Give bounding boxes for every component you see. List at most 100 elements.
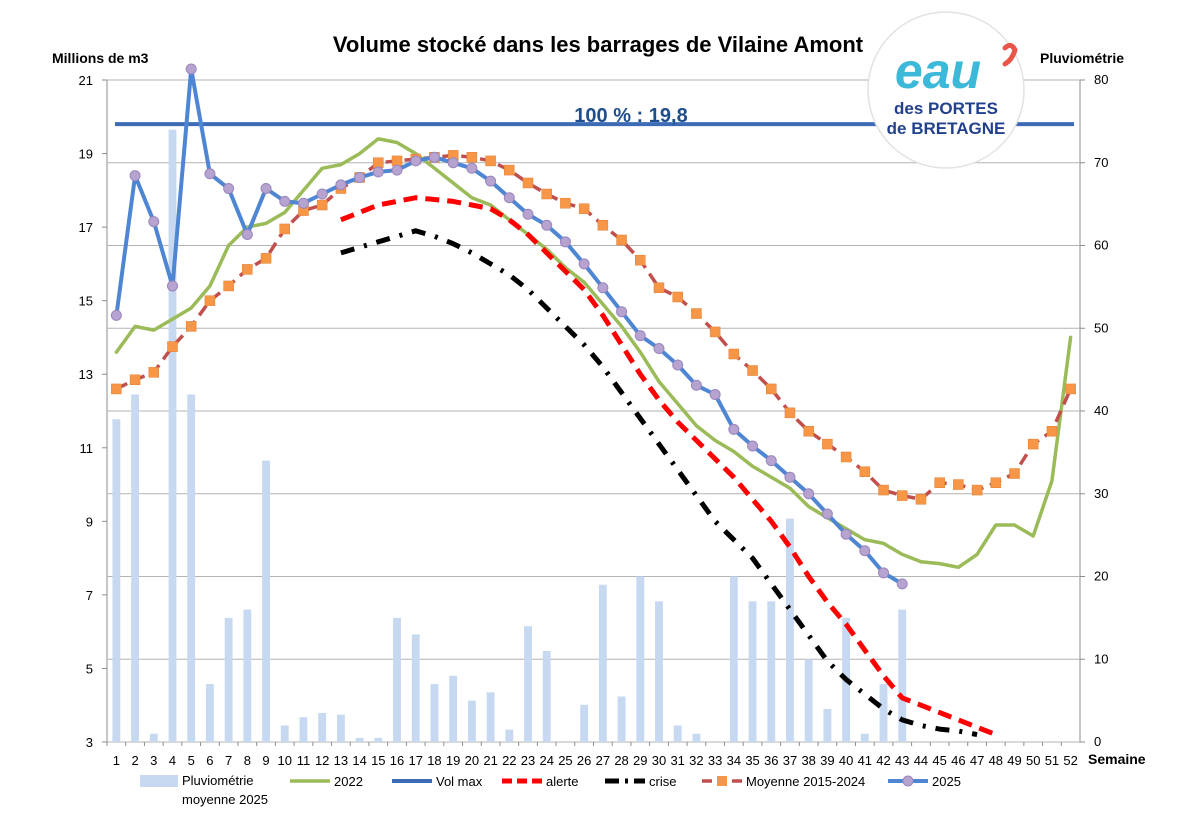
- moyenne-point: [990, 477, 1002, 488]
- legend: Pluviométrie moyenne 2025 2022 Vol max alert…: [140, 773, 961, 807]
- legend-label: 2025: [932, 774, 961, 789]
- rain-bar: [224, 617, 233, 742]
- rain-bar: [505, 729, 514, 742]
- moyenne-point: [859, 466, 871, 477]
- x-tick-label: 36: [764, 753, 778, 768]
- x-tick-label: 4: [169, 753, 176, 768]
- moyenne-point: [653, 282, 665, 294]
- moyenne-point: [185, 321, 197, 332]
- x-tick-label: 29: [633, 753, 647, 768]
- point-2025: [204, 168, 216, 180]
- moyenne-point: [766, 383, 777, 395]
- x-tick-label: 33: [708, 753, 722, 768]
- point-2025: [896, 578, 908, 590]
- point-2025: [335, 179, 347, 191]
- moyenne-point: [148, 367, 160, 378]
- moyenne-point: [485, 155, 496, 167]
- moyenne-point: [747, 365, 758, 376]
- rain-bar: [243, 609, 252, 742]
- y-right-tick-label: 40: [1094, 403, 1108, 418]
- moyenne-point: [260, 253, 272, 264]
- point-2025: [634, 330, 646, 342]
- x-tick-label: 2: [131, 753, 138, 768]
- moyenne-point: [1065, 383, 1076, 395]
- y-right-tick-label: 10: [1094, 651, 1108, 666]
- x-tick-label: 32: [689, 753, 703, 768]
- point-2025: [485, 175, 497, 187]
- x-tick-label: 20: [465, 753, 479, 768]
- x-tick-label: 13: [334, 753, 348, 768]
- rain-bar: [524, 626, 532, 742]
- point-2025: [372, 166, 384, 178]
- y-left-tick-label: 15: [79, 294, 93, 309]
- y-right-tick-label: 0: [1094, 734, 1101, 749]
- rain-bar: [767, 601, 776, 742]
- point-2025: [316, 188, 328, 200]
- y-right-tick-label: 80: [1094, 72, 1108, 87]
- x-tick-label: 18: [427, 753, 441, 768]
- point-2025: [821, 508, 833, 520]
- x-tick-label: 5: [188, 753, 195, 768]
- moyenne-point: [560, 197, 571, 209]
- point-2025: [260, 182, 272, 194]
- x-tick-label: 41: [858, 753, 872, 768]
- moyenne-point: [784, 407, 796, 419]
- x-tick-label: 24: [539, 753, 553, 768]
- rain-bar: [823, 708, 832, 742]
- rain-bar: [318, 713, 327, 742]
- moyenne-point: [915, 494, 927, 505]
- x-tick-label: 48: [989, 753, 1003, 768]
- x-tick-label: 28: [614, 753, 628, 768]
- rain-bar: [673, 725, 682, 742]
- point-2025: [653, 342, 665, 354]
- rain-bar: [205, 684, 214, 742]
- series-crise-line: [340, 228, 978, 738]
- rain-bar: [430, 684, 439, 742]
- legend-marker: [717, 776, 727, 786]
- moyenne-point: [728, 348, 740, 360]
- point-2025: [391, 164, 403, 176]
- moyenne-point: [129, 374, 141, 385]
- point-2025: [110, 309, 122, 321]
- x-tick-label: 42: [876, 753, 890, 768]
- moyenne-point: [522, 177, 534, 189]
- y-right-tick-label: 20: [1094, 569, 1108, 584]
- series-moyenne-line: [115, 153, 1073, 502]
- point-2025: [784, 471, 796, 483]
- point-2025: [578, 258, 590, 270]
- point-2025: [878, 567, 890, 579]
- x-tick-label: 34: [727, 753, 741, 768]
- rain-bar: [467, 700, 476, 742]
- x-tick-label: 7: [225, 753, 232, 768]
- x-tick-label: 22: [502, 753, 516, 768]
- x-tick-label: 44: [914, 753, 928, 768]
- point-2025: [803, 488, 815, 500]
- x-tick-label: 30: [652, 753, 666, 768]
- rain-bar: [598, 584, 607, 742]
- legend-label: alerte: [546, 774, 579, 789]
- x-tick-label: 27: [596, 753, 610, 768]
- x-tick-label: 17: [409, 753, 423, 768]
- point-2025: [840, 528, 852, 540]
- point-2025: [616, 306, 628, 318]
- point-2025: [747, 440, 759, 452]
- x-tick-label: 3: [150, 753, 157, 768]
- rain-bar: [542, 650, 551, 742]
- x-axis-title: Semaine: [1088, 751, 1146, 767]
- point-2025: [728, 423, 740, 435]
- y-left-tick-label: 19: [79, 147, 93, 162]
- brand-logo: eau des PORTES de BRETAGNE: [867, 11, 1025, 169]
- moyenne-point: [840, 451, 852, 463]
- x-tick-label: 35: [745, 753, 759, 768]
- moyenne-point: [316, 199, 328, 211]
- moyenne-point: [691, 308, 702, 319]
- rain-bar: [692, 733, 701, 742]
- rain-bar: [860, 733, 869, 742]
- x-tick-label: 50: [1026, 753, 1040, 768]
- moyenne-point: [204, 295, 216, 306]
- moyenne-point: [616, 234, 627, 246]
- rain-bar: [149, 733, 158, 742]
- legend-label: 2022: [334, 774, 363, 789]
- moyenne-point: [1046, 425, 1058, 437]
